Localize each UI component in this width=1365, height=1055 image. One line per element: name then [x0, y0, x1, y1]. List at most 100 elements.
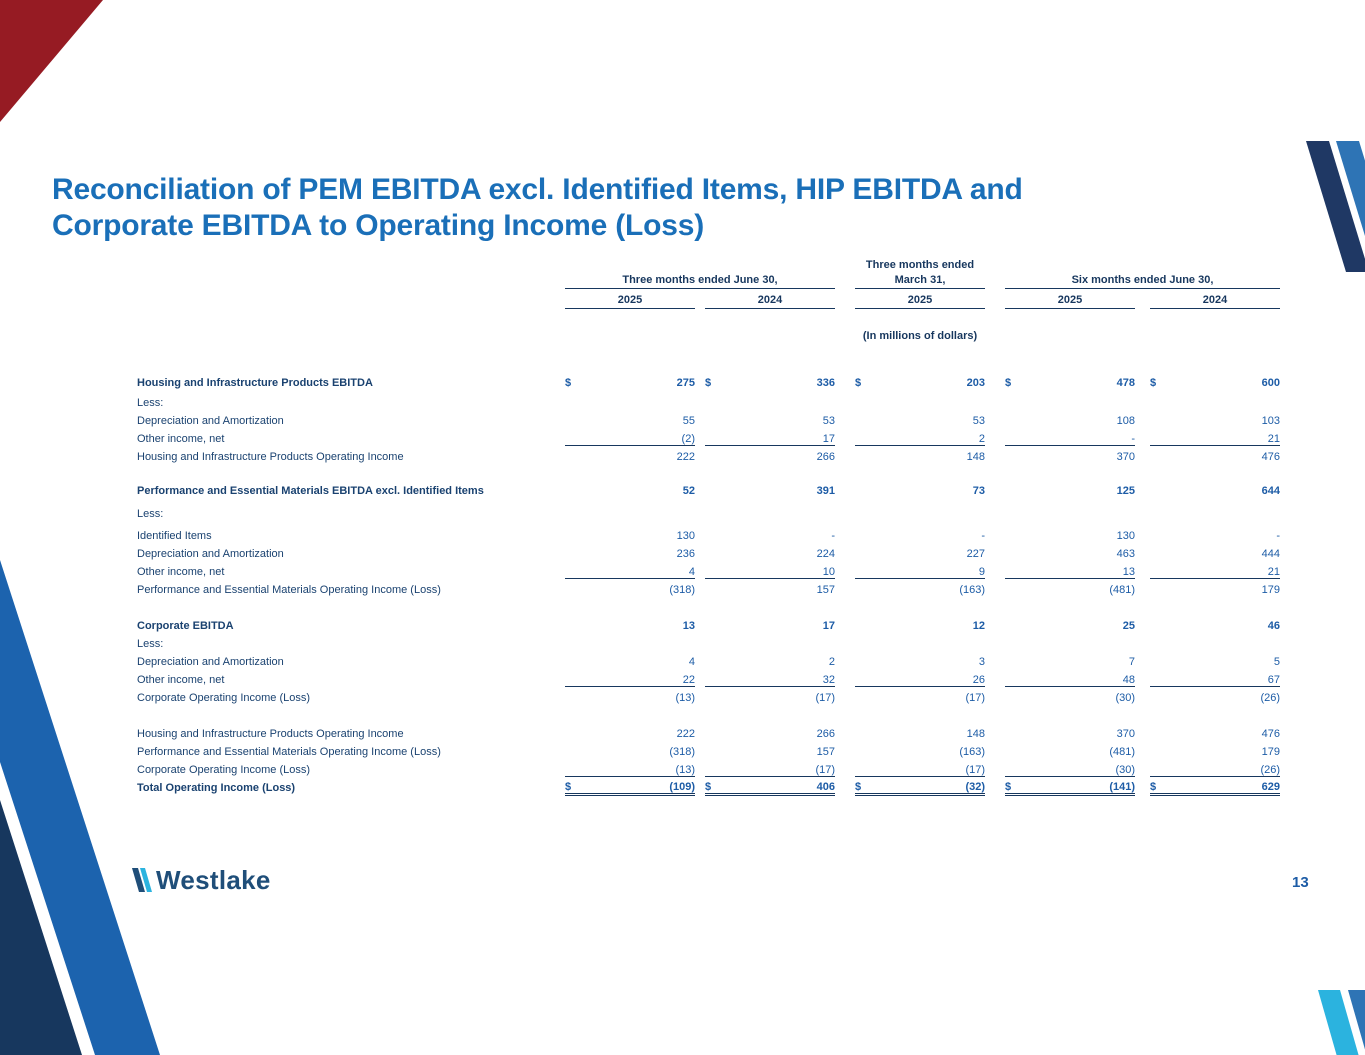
value-cell: 130 [676, 530, 695, 542]
value-cell: 25 [1122, 620, 1135, 632]
dollar-sign-cell [1005, 614, 1021, 632]
dollar-sign-cell [1150, 686, 1166, 704]
dollar-sign-cell [1005, 632, 1021, 650]
value-cell: 53 [972, 415, 985, 427]
dollar-sign-cell [1005, 542, 1021, 560]
value-cell [721, 391, 835, 409]
value-cell: (17) [815, 692, 835, 704]
year-header: 2025 [1005, 292, 1135, 309]
column-gap [835, 776, 855, 794]
table-row: Corporate Operating Income (Loss) (13) (17… [137, 758, 1280, 777]
westlake-logo-text: Westlake [156, 865, 271, 895]
value-cell: (30) [1115, 692, 1135, 704]
table-row: Depreciation and Amortization 4 2 3 7 5 [137, 650, 1280, 668]
value-cell: (17) [721, 758, 835, 777]
value-cell: (481) [1109, 746, 1135, 758]
column-gap [695, 371, 705, 389]
dollar-sign-cell: $ [855, 776, 871, 796]
dollar-sign-cell [565, 479, 581, 497]
row-label: Corporate EBITDA [137, 620, 234, 632]
dollar-sign-cell [1150, 614, 1166, 632]
value-cell: (163) [959, 584, 985, 596]
column-gap [695, 391, 705, 409]
column-gap [1135, 427, 1150, 445]
table-row: Corporate EBITDA 13 17 12 25 46 [137, 614, 1280, 632]
column-gap [695, 578, 705, 596]
column-gap [835, 427, 855, 445]
dollar-sign-cell [1150, 524, 1166, 542]
column-gap [985, 668, 1005, 686]
value-cell: 157 [816, 746, 835, 758]
dollar-sign-cell [705, 524, 721, 542]
value-cell: (17) [965, 692, 985, 704]
table-row: Less: [137, 502, 1280, 520]
dollar-sign-cell [705, 445, 721, 463]
table-row: Other income, net (2) 17 2 - 21 [137, 427, 1280, 446]
column-gap [985, 391, 1005, 409]
value-cell [721, 632, 835, 650]
column-gap [835, 632, 855, 650]
bottom-right-blue-stripe [1348, 990, 1365, 1050]
value-cell: 478 [1116, 377, 1135, 389]
value-cell: 32 [721, 668, 835, 687]
column-gap [695, 427, 705, 445]
row-label: Other income, net [137, 566, 225, 578]
dollar-sign-cell [1150, 722, 1166, 740]
value-cell: 148 [966, 728, 985, 740]
dollar-sign-cell [1005, 502, 1021, 520]
title-line-2: Corporate EBITDA to Operating Income (Lo… [52, 209, 705, 242]
dollar-sign-cell [565, 542, 581, 560]
dollar-sign-cell [1005, 686, 1021, 704]
dollar-sign-cell [1150, 632, 1166, 650]
dollar-sign-cell [1005, 560, 1021, 579]
dollar-sign-cell [565, 578, 581, 596]
value-cell: 275 [676, 377, 695, 389]
value-cell [1166, 391, 1280, 409]
column-gap [985, 445, 1005, 463]
dollar-sign-cell [565, 427, 581, 446]
value-cell: 266 [816, 728, 835, 740]
dollar-sign-cell [1005, 650, 1021, 668]
value-cell: 73 [972, 485, 985, 497]
value-cell: 53 [822, 415, 835, 427]
dollar-sign-cell [705, 722, 721, 740]
value-cell: 476 [1261, 451, 1280, 463]
value-cell: 157 [816, 584, 835, 596]
column-gap [835, 722, 855, 740]
value-cell: 52 [682, 485, 695, 497]
dollar-sign-cell [855, 740, 871, 758]
value-cell: 224 [816, 548, 835, 560]
column-gap [695, 740, 705, 758]
table-row: Total Operating Income (Loss) $ (109) $406 $… [137, 776, 1280, 796]
value-cell [1166, 632, 1280, 650]
value-cell: 203 [966, 377, 985, 389]
column-group-6m-june: Six months ended June 30, [1005, 271, 1280, 289]
value-cell: (318) [669, 746, 695, 758]
value-cell: (141) [1021, 776, 1135, 796]
row-label: Performance and Essential Materials Oper… [137, 584, 441, 596]
column-gap [985, 614, 1005, 632]
value-cell: (481) [1109, 584, 1135, 596]
value-cell: 266 [816, 451, 835, 463]
value-cell: - [1021, 427, 1135, 446]
column-gap [835, 686, 855, 704]
dollar-sign-cell [1005, 427, 1021, 446]
column-gap [1135, 524, 1150, 542]
value-cell: 370 [1116, 728, 1135, 740]
value-cell: 21 [1166, 427, 1280, 446]
value-cell [871, 391, 985, 409]
table-row: Housing and Infrastructure Products Oper… [137, 445, 1280, 463]
column-gap [695, 758, 705, 776]
dollar-sign-cell [1005, 445, 1021, 463]
column-gap [1135, 776, 1150, 794]
dollar-sign-cell [705, 479, 721, 497]
column-gap [1135, 409, 1150, 427]
dollar-sign-cell: $ [1005, 377, 1012, 389]
year-header: 2024 [705, 292, 835, 309]
value-cell: 12 [972, 620, 985, 632]
column-gap [985, 524, 1005, 542]
row-label: Performance and Essential Materials Oper… [137, 746, 441, 758]
column-gap [835, 371, 855, 389]
table-row: Corporate Operating Income (Loss) (13) (17… [137, 686, 1280, 704]
